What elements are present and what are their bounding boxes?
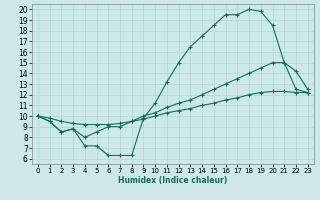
X-axis label: Humidex (Indice chaleur): Humidex (Indice chaleur) (118, 176, 228, 185)
